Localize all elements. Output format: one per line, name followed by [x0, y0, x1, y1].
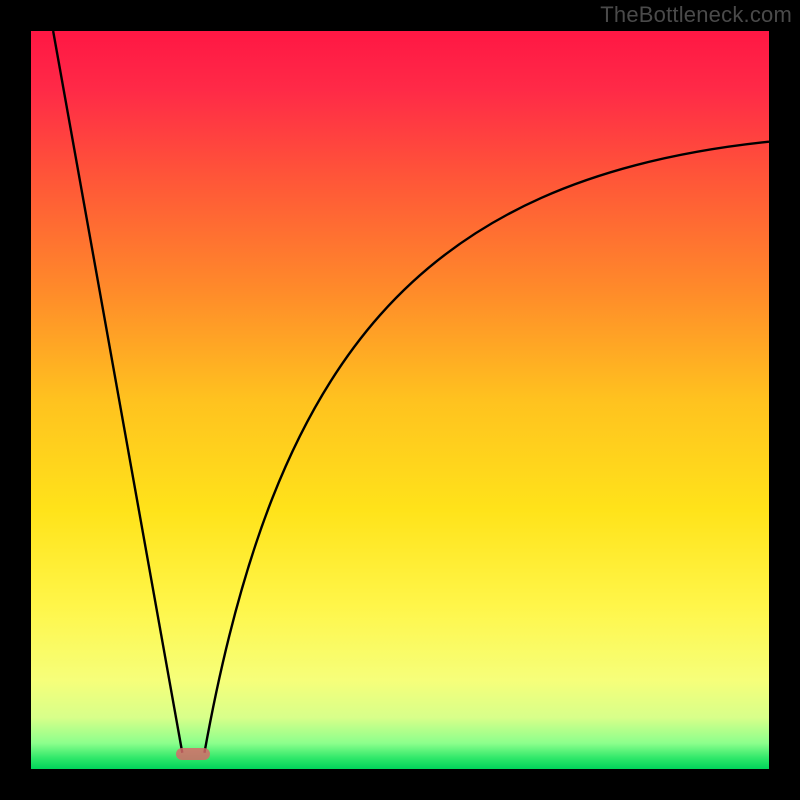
- bottleneck-curve-right: [204, 142, 769, 753]
- watermark-text: TheBottleneck.com: [600, 2, 792, 28]
- bottleneck-curve-left: [53, 31, 182, 753]
- curve-layer: [31, 31, 769, 769]
- valley-marker: [176, 748, 210, 761]
- chart-frame: TheBottleneck.com: [0, 0, 800, 800]
- plot-area: [31, 31, 769, 769]
